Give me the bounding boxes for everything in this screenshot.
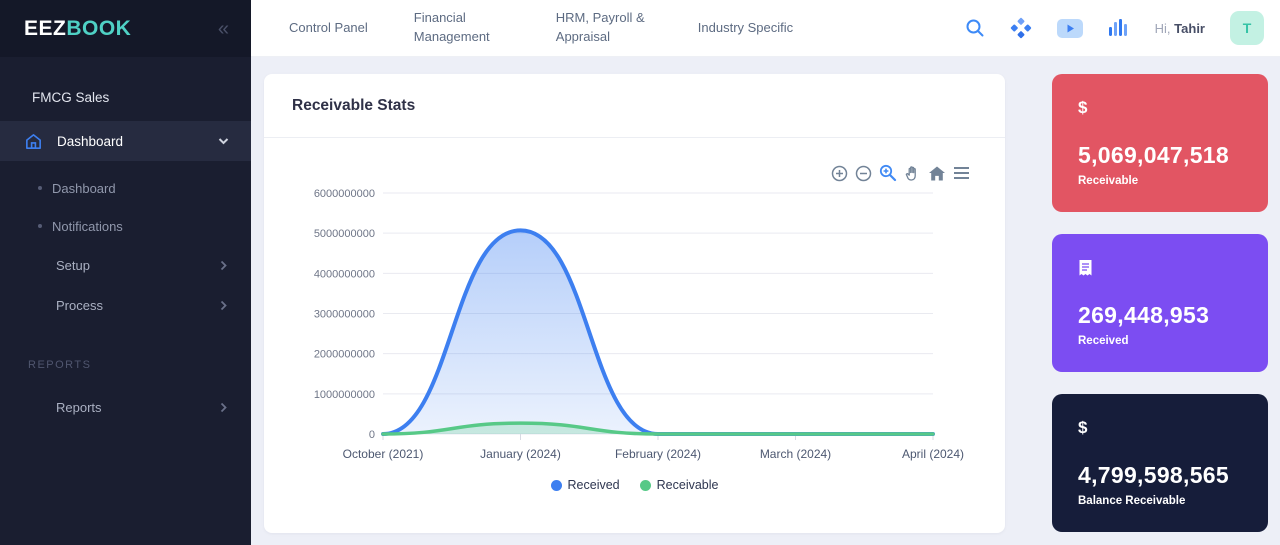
bullet-icon bbox=[38, 224, 42, 228]
menu-icon[interactable] bbox=[953, 166, 970, 180]
legend-item-received[interactable]: Received bbox=[550, 478, 620, 492]
user-name: Tahir bbox=[1174, 20, 1205, 36]
home-reset-icon[interactable] bbox=[928, 165, 946, 182]
top-navbar: Control Panel Financial Management HRM, … bbox=[251, 0, 1280, 57]
greeting-prefix: Hi, bbox=[1154, 20, 1171, 36]
search-icon[interactable] bbox=[965, 18, 985, 38]
chevron-right-icon bbox=[220, 300, 227, 310]
sidebar-item-label: Dashboard bbox=[57, 133, 124, 149]
sidebar-collapse-icon[interactable]: « bbox=[217, 17, 229, 40]
y-tick-label: 5000000000 bbox=[314, 228, 375, 240]
apps-icon[interactable] bbox=[1010, 17, 1032, 39]
chevron-down-icon bbox=[218, 138, 229, 145]
plot-toolbar bbox=[831, 164, 970, 182]
sidebar-item-label: Reports bbox=[56, 399, 102, 415]
avatar[interactable]: T bbox=[1230, 11, 1264, 45]
y-tick-label: 0 bbox=[369, 429, 375, 441]
x-tick-label: January (2024) bbox=[480, 447, 561, 461]
sidebar-menu: Dashboard Dashboard Notifications Setup bbox=[0, 121, 251, 427]
nav-item-hrm-payroll[interactable]: HRM, Payroll & Appraisal bbox=[555, 10, 645, 44]
x-tick-label: March (2024) bbox=[760, 447, 831, 461]
chart-body: 0 1000000000 2000000000 3000000000 400000000… bbox=[264, 138, 1005, 532]
nav-item-control-panel[interactable]: Control Panel bbox=[289, 19, 368, 35]
content-area: Receivable Stats bbox=[251, 57, 1280, 545]
nav-item-industry-specific[interactable]: Industry Specific bbox=[697, 19, 794, 35]
chart-legend: Received Receivable bbox=[264, 478, 1005, 492]
logo-text-primary: EEZ bbox=[24, 16, 67, 40]
zoom-in-icon[interactable] bbox=[831, 165, 848, 182]
area-chart[interactable]: 0 1000000000 2000000000 3000000000 400000000… bbox=[264, 138, 1005, 468]
sidebar-item-label: Setup bbox=[56, 257, 90, 273]
stat-label: Received bbox=[1078, 335, 1129, 347]
y-tick-label: 6000000000 bbox=[314, 188, 375, 200]
sidebar-item-label: Process bbox=[56, 297, 103, 313]
y-tick-label: 3000000000 bbox=[314, 309, 375, 321]
user-greeting: Hi, Tahir bbox=[1155, 21, 1205, 36]
logo-text-secondary: BOOK bbox=[66, 16, 132, 40]
nav-item-financial-management[interactable]: Financial Management bbox=[413, 10, 490, 44]
y-tick-label: 4000000000 bbox=[314, 268, 375, 280]
legend-dot bbox=[550, 479, 562, 491]
bullet-icon bbox=[38, 186, 42, 190]
sidebar-item-reports[interactable]: Reports bbox=[0, 387, 251, 427]
app-logo[interactable]: EEZBOOK bbox=[24, 17, 131, 41]
stat-label: Receivable bbox=[1078, 175, 1139, 187]
sidebar-item-process[interactable]: Process bbox=[0, 285, 251, 325]
x-tick-label: April (2024) bbox=[902, 447, 964, 461]
series-area-receivable bbox=[383, 423, 933, 434]
stat-value: 4,799,598,565 bbox=[1078, 462, 1229, 488]
sidebar-item-label: Notifications bbox=[52, 218, 123, 234]
stat-card-receivable[interactable]: $ 5,069,047,518 Receivable bbox=[1052, 74, 1268, 212]
y-tick-label: 1000000000 bbox=[314, 389, 375, 401]
sidebar-section-reports: REPORTS bbox=[28, 359, 92, 371]
video-icon[interactable] bbox=[1056, 18, 1083, 38]
y-tick-label: 2000000000 bbox=[314, 349, 375, 361]
legend-item-receivable[interactable]: Receivable bbox=[639, 478, 719, 492]
sidebar-item-dashboard-sub[interactable]: Dashboard bbox=[0, 169, 251, 207]
dollar-icon: $ bbox=[1078, 98, 1088, 117]
stats-icon[interactable] bbox=[1108, 18, 1130, 38]
stat-card-received[interactable]: 269,448,953 Received bbox=[1052, 234, 1268, 372]
chevron-right-icon bbox=[220, 402, 227, 412]
receipt-icon bbox=[1078, 258, 1242, 278]
legend-label: Receivable bbox=[656, 478, 719, 492]
x-tick-label: February (2024) bbox=[615, 447, 701, 461]
sidebar-item-label: Dashboard bbox=[52, 180, 116, 196]
stats-column: $ 5,069,047,518 Receivable 269,448,953 R… bbox=[1052, 74, 1268, 532]
legend-label: Received bbox=[567, 478, 620, 492]
sidebar-item-dashboard[interactable]: Dashboard bbox=[0, 121, 251, 161]
stat-label: Balance Receivable bbox=[1078, 495, 1186, 507]
series-area-received bbox=[383, 230, 933, 434]
sidebar-item-setup[interactable]: Setup bbox=[0, 245, 251, 285]
home-icon bbox=[26, 133, 41, 149]
series-line-receivable bbox=[381, 421, 935, 436]
stat-card-balance-receivable[interactable]: $ 4,799,598,565 Balance Receivable bbox=[1052, 394, 1268, 532]
chevron-right-icon bbox=[220, 260, 227, 270]
main-area: Control Panel Financial Management HRM, … bbox=[251, 0, 1280, 545]
workspace-label: FMCG Sales bbox=[32, 90, 110, 105]
card-header: Receivable Stats bbox=[264, 74, 1005, 138]
navbar-right: Hi, Tahir T bbox=[965, 11, 1264, 45]
x-tick-label: October (2021) bbox=[343, 447, 424, 461]
sidebar-header: EEZBOOK « bbox=[0, 0, 251, 57]
sidebar: EEZBOOK « FMCG Sales Dashboard Dashboard bbox=[0, 0, 251, 545]
stat-value: 5,069,047,518 bbox=[1078, 142, 1229, 168]
zoom-out-icon[interactable] bbox=[855, 165, 872, 182]
stat-value: 269,448,953 bbox=[1078, 302, 1210, 328]
nav-items: Control Panel Financial Management HRM, … bbox=[289, 9, 793, 47]
card-title: Receivable Stats bbox=[292, 96, 416, 114]
legend-dot bbox=[639, 479, 651, 491]
pan-icon[interactable] bbox=[904, 165, 921, 182]
receivable-stats-card: Receivable Stats bbox=[264, 74, 1005, 533]
autoscale-icon[interactable] bbox=[879, 164, 897, 182]
sidebar-item-notifications[interactable]: Notifications bbox=[0, 207, 251, 245]
dollar-icon: $ bbox=[1078, 418, 1088, 437]
